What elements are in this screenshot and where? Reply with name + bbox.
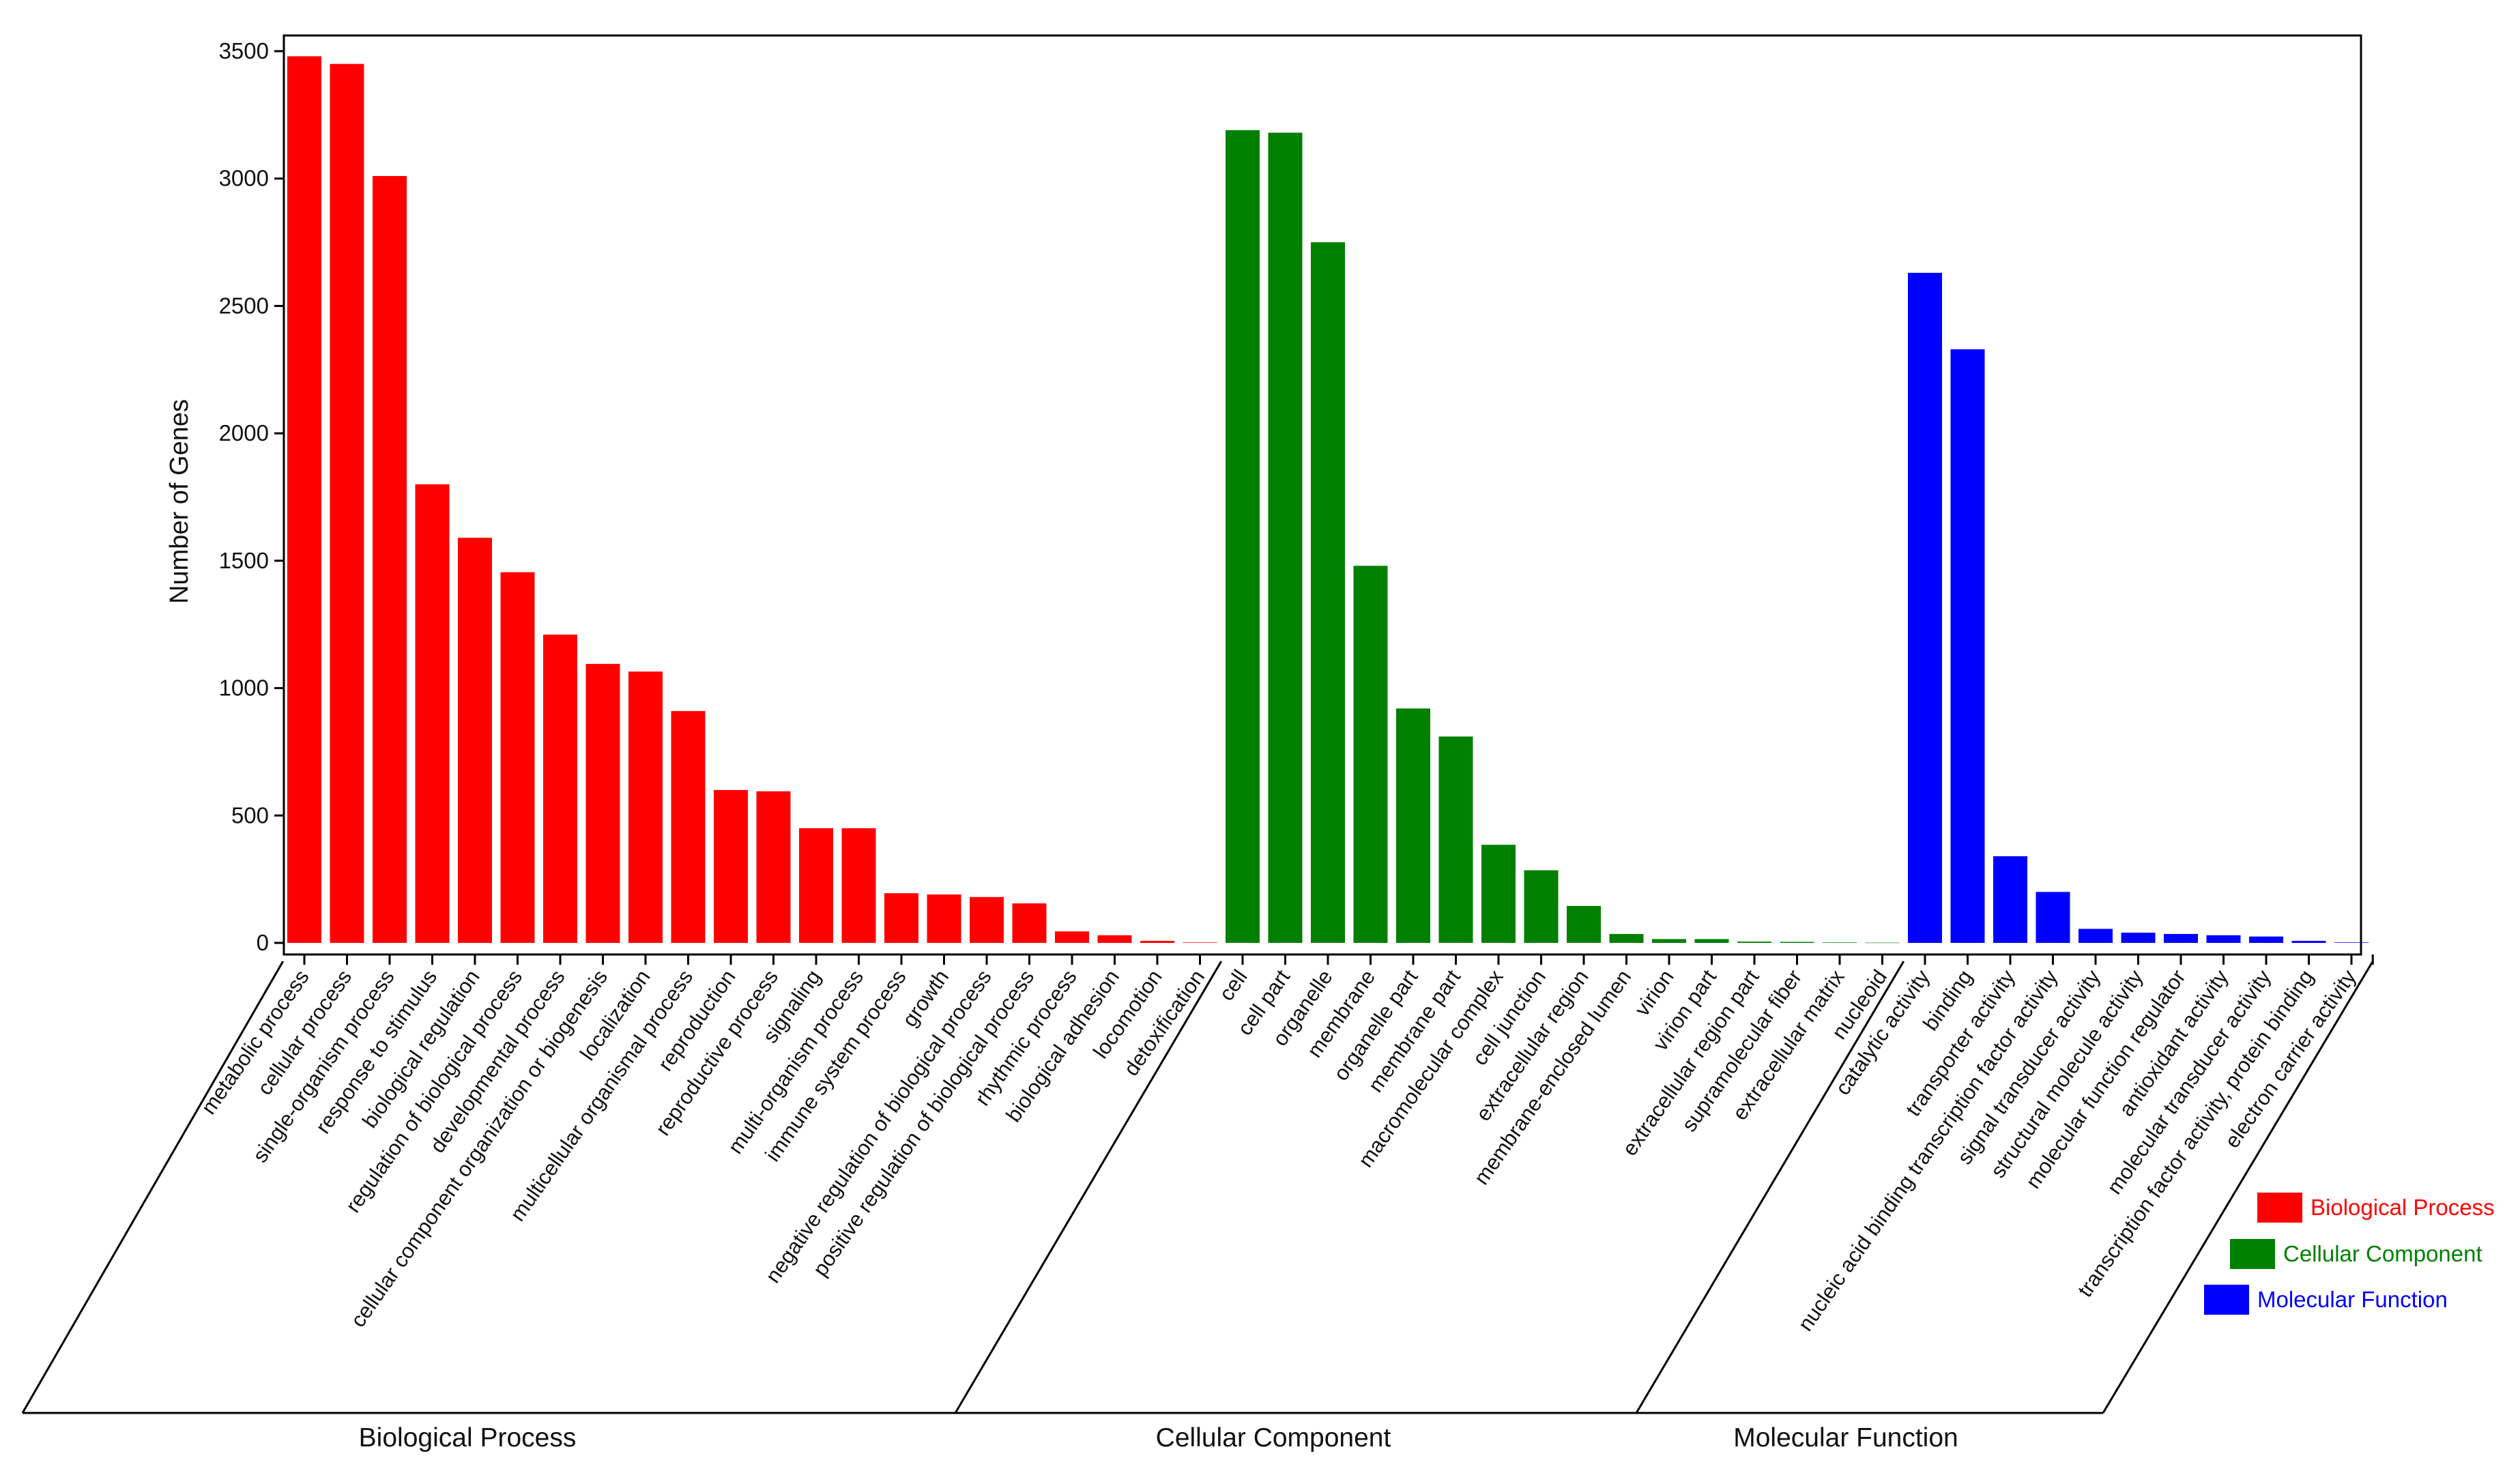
bar-reproductive-process: [756, 791, 791, 943]
legend: Biological Process Cellular Component Mole…: [2204, 1193, 2495, 1315]
bars: [287, 56, 2369, 944]
bar-biological-adhesion: [1097, 935, 1132, 943]
y-tick-label: 1500: [219, 548, 269, 573]
bar-molecular-transducer-activity: [2249, 936, 2283, 943]
y-tick-label: 500: [231, 802, 269, 828]
y-tick-label: 2000: [219, 420, 269, 446]
y-axis-title: Number of Genes: [165, 399, 194, 604]
bar-organelle-part: [1396, 708, 1430, 943]
bar-structural-molecule-activity: [2121, 933, 2156, 943]
bar-transporter-activity: [1993, 856, 2027, 943]
bar-molecular-function-regulator: [2164, 933, 2198, 943]
bar-signal-transducer-activity: [2079, 929, 2113, 943]
legend-label-molecular-function: Molecular Function: [2257, 1287, 2448, 1312]
x-axis-ticks: [303, 954, 2374, 965]
bar-macromolecular-complex: [1481, 845, 1516, 943]
legend-swatch-molecular-function: [2204, 1285, 2249, 1315]
bar-immune-system-process: [884, 893, 918, 943]
bar-cellular-process: [330, 63, 364, 944]
legend-swatch-biological-process: [2257, 1193, 2302, 1223]
bar-membrane-part: [1438, 736, 1473, 943]
bar-organelle: [1311, 242, 1345, 944]
bar-single-organism-process: [373, 175, 407, 944]
y-tick-label: 3500: [219, 38, 269, 63]
y-axis: 0 500 1000 1500 2000 2500 3000 3500: [219, 38, 284, 955]
bar-cell-part: [1268, 132, 1303, 943]
group-separator-line: [1635, 961, 1905, 1414]
bar-multicellular-organismal-process: [671, 711, 706, 943]
group-title-biological-process: Biological Process: [359, 1423, 577, 1453]
bar-nucleoid: [1865, 942, 1900, 944]
bar-membrane-enclosed-lumen: [1609, 933, 1644, 943]
group-title-molecular-function: Molecular Function: [1733, 1423, 1958, 1453]
bar-electron-carrier-activity: [2334, 942, 2369, 943]
legend-label-biological-process: Biological Process: [2311, 1195, 2495, 1220]
bar-supramolecular-fiber: [1780, 942, 1814, 943]
y-tick-label: 0: [257, 930, 269, 955]
bar-biological-regulation: [458, 538, 492, 943]
bar-signaling: [799, 828, 833, 943]
bar-binding: [1950, 349, 1985, 943]
bar-nucleic-acid-binding-transcription-factor-activity: [2036, 892, 2070, 943]
y-tick-label: 1000: [219, 675, 269, 701]
bar-metabolic-process: [287, 56, 321, 943]
bar-negative-regulation-of-biological-process: [970, 896, 1004, 943]
bar-detoxification: [1183, 942, 1217, 943]
bar-response-to-stimulus: [415, 484, 450, 943]
bar-cell: [1226, 130, 1260, 944]
bar-virion-part: [1694, 939, 1729, 943]
category-label-cell: cell: [1214, 965, 1251, 1005]
legend-label-cellular-component: Cellular Component: [2283, 1241, 2482, 1266]
bar-developmental-process: [543, 635, 577, 943]
y-tick-label: 2500: [219, 293, 269, 318]
group-titles: Biological Process Cellular Component Mole…: [359, 1423, 1958, 1453]
group-separator-line: [954, 961, 1223, 1414]
group-title-cellular-component: Cellular Component: [1156, 1423, 1391, 1453]
group-separator-line: [2102, 961, 2374, 1414]
bar-regulation-of-biological-process: [500, 572, 535, 943]
y-tick-label: 3000: [219, 166, 269, 191]
bar-positive-regulation-of-biological-process: [1012, 903, 1047, 943]
bar-growth: [927, 894, 961, 943]
legend-swatch-cellular-component: [2230, 1239, 2275, 1269]
bar-localization: [628, 671, 663, 943]
bar-cell-junction: [1524, 870, 1559, 943]
bar-virion: [1652, 939, 1686, 943]
group-bracket-frame: [21, 961, 2374, 1414]
bar-reproduction: [714, 789, 748, 943]
plot-area: [283, 34, 2362, 956]
bar-rhythmic-process: [1055, 931, 1089, 943]
bar-cellular-component-organization-or-biogenesis: [585, 664, 620, 943]
bar-extracellular-matrix: [1823, 942, 1857, 943]
bar-extracellular-region-part: [1737, 942, 1771, 943]
bar-antioxidant-activity: [2206, 935, 2241, 943]
bar-extracellular-region: [1567, 905, 1601, 943]
bar-transcription-factor-activity-protein-binding: [2291, 941, 2326, 943]
bar-catalytic-activity: [1908, 272, 1942, 944]
bar-locomotion: [1140, 941, 1174, 943]
group-separator-line: [21, 961, 285, 1414]
bar-membrane: [1353, 566, 1388, 943]
bar-multi-organism-process: [841, 828, 876, 943]
